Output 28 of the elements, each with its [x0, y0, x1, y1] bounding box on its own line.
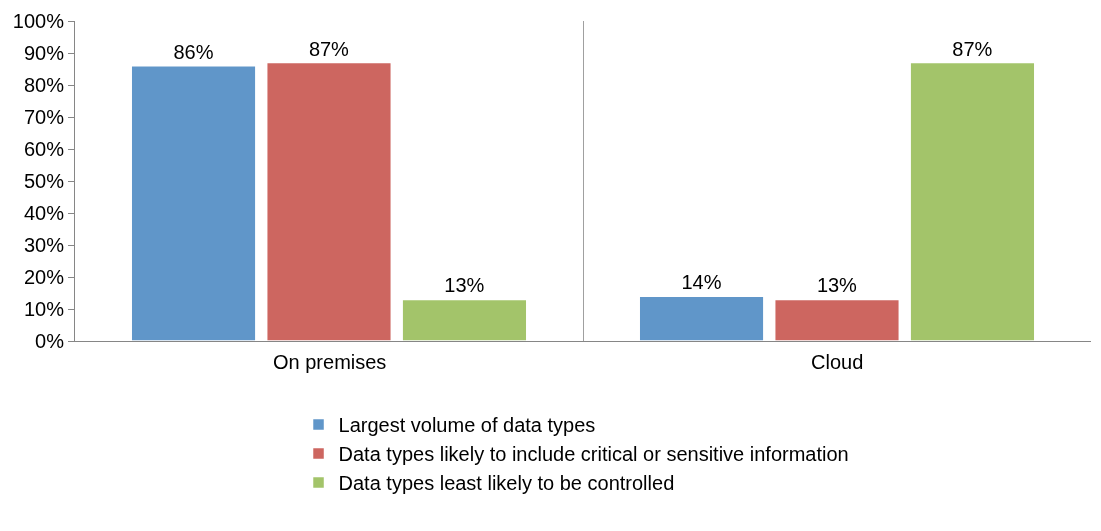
bar: [909, 61, 1036, 341]
bar: [638, 295, 765, 341]
legend-label: Largest volume of data types: [338, 414, 596, 437]
y-tick-label: 80%: [23, 74, 65, 96]
data-label: 87%: [308, 37, 350, 60]
data-label: 14%: [681, 271, 722, 294]
y-tick-label: 100%: [12, 10, 65, 32]
y-tick-label: 70%: [23, 106, 65, 128]
data-label: 86%: [173, 40, 214, 63]
y-tick-label: 10%: [23, 298, 65, 320]
bar: [401, 298, 528, 341]
data-label: 13%: [816, 274, 858, 297]
data-label: 87%: [952, 37, 993, 60]
legend-label: Data types likely to include critical or sensitive information: [338, 443, 849, 466]
y-tick-label: 30%: [23, 234, 65, 256]
y-tick-label: 0%: [35, 330, 65, 352]
legend-label: Data types least likely to be controlled: [338, 472, 675, 495]
bar: [265, 61, 393, 341]
bar: [773, 298, 901, 341]
x-tick-label: Cloud: [811, 351, 864, 373]
y-tick-label: 40%: [23, 202, 65, 224]
bar: [130, 65, 257, 341]
y-tick-label: 20%: [23, 266, 65, 288]
y-tick-label: 90%: [23, 42, 65, 64]
data-label: 13%: [444, 274, 485, 297]
y-tick-label: 50%: [23, 170, 65, 192]
x-tick-label: On premises: [273, 351, 387, 373]
y-tick-label: 60%: [23, 138, 65, 160]
